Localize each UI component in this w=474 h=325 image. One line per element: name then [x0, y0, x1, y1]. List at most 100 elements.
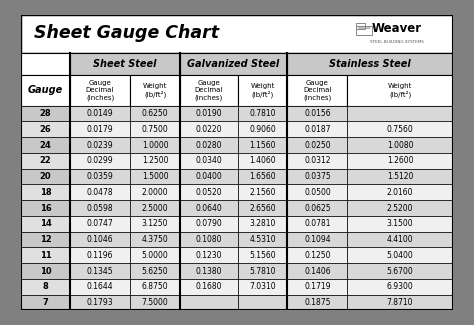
- Bar: [70, 216, 130, 232]
- Text: 4.5310: 4.5310: [250, 235, 276, 244]
- Bar: [130, 75, 180, 106]
- Bar: [238, 247, 287, 263]
- Text: 0.1380: 0.1380: [196, 266, 222, 276]
- Text: 0.0280: 0.0280: [196, 141, 222, 150]
- Text: 5.0000: 5.0000: [142, 251, 168, 260]
- Text: 0.1719: 0.1719: [304, 282, 331, 291]
- Text: 0.0312: 0.0312: [304, 156, 331, 165]
- Text: 0.1793: 0.1793: [87, 298, 113, 307]
- Bar: [180, 53, 287, 75]
- Text: Weaver: Weaver: [372, 21, 422, 34]
- Bar: [70, 263, 130, 279]
- Bar: [347, 75, 453, 106]
- Text: 1.5000: 1.5000: [142, 172, 168, 181]
- Text: 1.0000: 1.0000: [142, 141, 168, 150]
- Text: 0.0640: 0.0640: [196, 203, 222, 213]
- Bar: [70, 247, 130, 263]
- Bar: [180, 279, 238, 295]
- Text: 0.0500: 0.0500: [304, 188, 331, 197]
- Bar: [21, 75, 70, 106]
- Text: Weight
(lb/ft²): Weight (lb/ft²): [388, 83, 412, 98]
- Text: 1.6560: 1.6560: [250, 172, 276, 181]
- Bar: [180, 184, 238, 200]
- Bar: [238, 153, 287, 169]
- Bar: [180, 263, 238, 279]
- Bar: [347, 169, 453, 184]
- Text: 7.8710: 7.8710: [387, 298, 413, 307]
- Bar: [21, 184, 70, 200]
- Text: Stainless Steel: Stainless Steel: [329, 59, 411, 69]
- Bar: [347, 153, 453, 169]
- Bar: [238, 106, 287, 122]
- Bar: [21, 232, 70, 247]
- Text: 0.7500: 0.7500: [142, 125, 168, 134]
- Bar: [130, 122, 180, 137]
- Text: 0.0190: 0.0190: [196, 109, 222, 118]
- Text: 11: 11: [40, 251, 51, 260]
- Text: 6.9300: 6.9300: [387, 282, 413, 291]
- Bar: [70, 75, 130, 106]
- Text: 1.2600: 1.2600: [387, 156, 413, 165]
- Text: 1.5120: 1.5120: [387, 172, 413, 181]
- Text: Galvanized Steel: Galvanized Steel: [187, 59, 280, 69]
- Text: 0.1680: 0.1680: [196, 282, 222, 291]
- Bar: [70, 122, 130, 137]
- Bar: [130, 232, 180, 247]
- Bar: [347, 122, 453, 137]
- Bar: [238, 137, 287, 153]
- Bar: [287, 106, 347, 122]
- Bar: [347, 263, 453, 279]
- Bar: [347, 106, 453, 122]
- Text: 2.6560: 2.6560: [250, 203, 276, 213]
- Bar: [347, 247, 453, 263]
- Text: STEEL BUILDING SYSTEMS: STEEL BUILDING SYSTEMS: [370, 40, 424, 44]
- Bar: [21, 137, 70, 153]
- Text: 0.0478: 0.0478: [87, 188, 113, 197]
- Bar: [238, 279, 287, 295]
- Bar: [287, 232, 347, 247]
- Bar: [130, 184, 180, 200]
- Text: 0.0220: 0.0220: [196, 125, 222, 134]
- Text: Weight
(lb/ft²): Weight (lb/ft²): [251, 83, 275, 98]
- Bar: [21, 53, 70, 75]
- Text: 12: 12: [40, 235, 51, 244]
- Bar: [238, 184, 287, 200]
- Bar: [287, 184, 347, 200]
- Bar: [347, 216, 453, 232]
- Bar: [287, 263, 347, 279]
- Bar: [21, 216, 70, 232]
- Bar: [130, 279, 180, 295]
- Bar: [356, 26, 372, 35]
- Text: 2.5200: 2.5200: [387, 203, 413, 213]
- Text: 0.0400: 0.0400: [196, 172, 222, 181]
- Text: 1.4060: 1.4060: [250, 156, 276, 165]
- Text: 0.0156: 0.0156: [304, 109, 331, 118]
- Bar: [287, 122, 347, 137]
- Text: 0.1250: 0.1250: [304, 251, 331, 260]
- Bar: [130, 200, 180, 216]
- Bar: [238, 232, 287, 247]
- Bar: [287, 137, 347, 153]
- Text: 7.5000: 7.5000: [142, 298, 168, 307]
- Text: 0.1644: 0.1644: [87, 282, 113, 291]
- Bar: [356, 23, 365, 29]
- Bar: [21, 279, 70, 295]
- Text: 0.0781: 0.0781: [304, 219, 331, 228]
- Text: 18: 18: [40, 188, 51, 197]
- Text: 0.0375: 0.0375: [304, 172, 331, 181]
- Bar: [21, 153, 70, 169]
- Bar: [21, 122, 70, 137]
- Bar: [180, 106, 238, 122]
- Bar: [180, 200, 238, 216]
- Bar: [70, 106, 130, 122]
- Text: 28: 28: [40, 109, 51, 118]
- Bar: [287, 75, 347, 106]
- Text: 2.0000: 2.0000: [142, 188, 168, 197]
- Text: 0.7810: 0.7810: [250, 109, 276, 118]
- Bar: [130, 169, 180, 184]
- Text: Gauge
Decimal
(inches): Gauge Decimal (inches): [86, 80, 114, 101]
- Bar: [238, 200, 287, 216]
- Text: 1.0080: 1.0080: [387, 141, 413, 150]
- Text: Weight
(lb/ft²): Weight (lb/ft²): [143, 83, 167, 98]
- Bar: [238, 75, 287, 106]
